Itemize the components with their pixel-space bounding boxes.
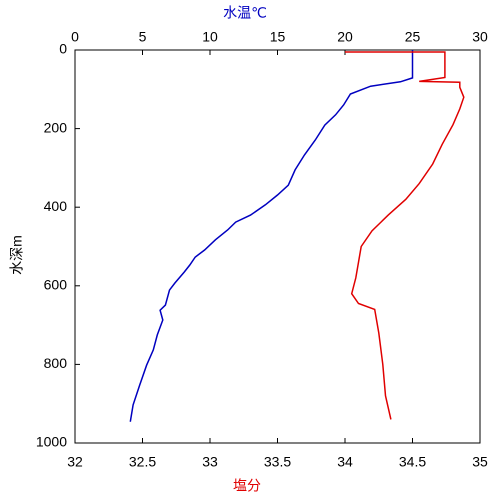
- y-tick-label: 600: [44, 277, 68, 293]
- x2-tick-label: 34.5: [399, 454, 426, 470]
- y-tick-label: 400: [44, 198, 68, 214]
- plot-frame: [74, 49, 481, 444]
- x-tick-label: 0: [71, 29, 79, 45]
- y-axis-title: 水深m: [9, 235, 25, 275]
- x-tick-label: 25: [405, 29, 421, 45]
- x2-tick-label: 32.5: [129, 454, 156, 470]
- profile-line: [345, 51, 465, 420]
- x-tick-label: 15: [270, 29, 286, 45]
- y-tick-label: 800: [44, 355, 68, 371]
- x-tick-label: 10: [202, 29, 218, 45]
- y-tick-label: 200: [44, 119, 68, 135]
- x-tick-label: 30: [472, 29, 488, 45]
- x-axis-title: 水温℃: [223, 5, 267, 21]
- x2-tick-label: 33: [202, 454, 218, 470]
- x-tick-label: 20: [337, 29, 353, 45]
- x2-tick-label: 34: [337, 454, 353, 470]
- x2-axis-title: 塩分: [233, 478, 261, 494]
- x2-tick-label: 35: [472, 454, 488, 470]
- profile-line: [129, 50, 414, 422]
- x2-tick-label: 32: [67, 454, 83, 470]
- y-tick-label: 0: [59, 41, 67, 57]
- x2-tick-label: 33.5: [264, 454, 291, 470]
- x-tick-label: 5: [139, 29, 147, 45]
- y-tick-label: 1000: [36, 434, 67, 450]
